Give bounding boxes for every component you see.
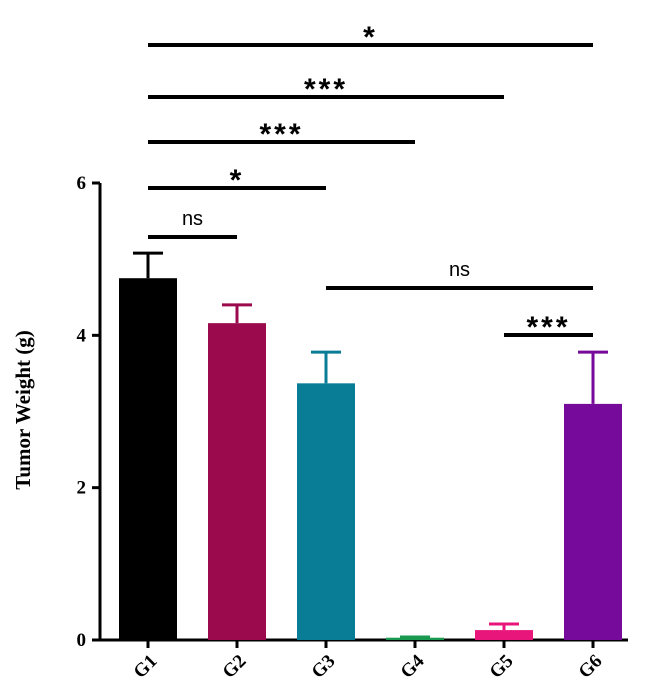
- bar: [297, 383, 355, 640]
- x-tick-label: G1: [130, 651, 162, 683]
- significance-label: ***: [259, 118, 303, 151]
- y-axis-label: Tumor Weight (g): [11, 330, 35, 489]
- y-tick-label: 6: [77, 173, 87, 194]
- bar: [475, 630, 533, 640]
- significance-label: ns: [182, 208, 203, 230]
- significance-label: *: [363, 21, 378, 54]
- x-tick-label: G6: [575, 651, 607, 683]
- y-tick-label: 0: [77, 630, 87, 651]
- bar: [564, 404, 622, 640]
- bar: [119, 278, 177, 640]
- significance-label: ***: [526, 311, 570, 344]
- significance-label: ***: [304, 73, 348, 106]
- x-tick-label: G3: [308, 651, 340, 683]
- significance-label: ns: [449, 259, 470, 281]
- x-tick-label: G4: [397, 650, 429, 682]
- y-tick-label: 4: [77, 325, 87, 346]
- x-tick-label: G2: [219, 651, 251, 683]
- chart: Tumor Weight (g) 0246G1G2G3G4G5G6ns*****…: [0, 0, 659, 688]
- x-tick-label: G5: [486, 651, 518, 683]
- bar: [386, 638, 444, 640]
- y-tick-label: 2: [77, 478, 87, 499]
- significance-label: *: [230, 164, 245, 197]
- bar: [208, 323, 266, 640]
